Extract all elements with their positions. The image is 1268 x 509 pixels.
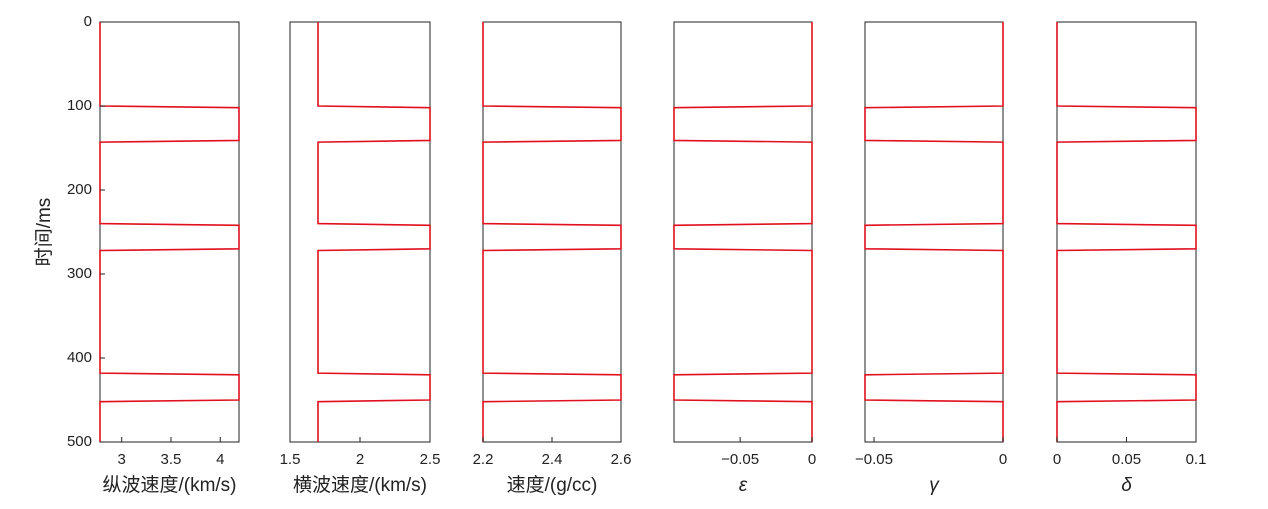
x-tick-label: 0.05 [1112, 451, 1141, 468]
y-tick-label: 100 [67, 97, 92, 114]
y-axis-label: 时间/ms [33, 198, 55, 267]
axes-box [673, 21, 813, 443]
x-tick-label: 3.5 [161, 451, 182, 468]
x-tick-label: 2.2 [473, 451, 494, 468]
y-tick-label: 300 [67, 265, 92, 282]
x-tick-label: 2.4 [542, 451, 563, 468]
x-tick-label: 3 [118, 451, 126, 468]
x-tick-label: 1.5 [280, 451, 301, 468]
y-tick-label: 200 [67, 181, 92, 198]
x-tick-label: 0 [1053, 451, 1061, 468]
x-axis-label: γ [929, 475, 940, 496]
profile-line [482, 22, 622, 442]
x-tick-label: 0.1 [1186, 451, 1207, 468]
profile-line [1056, 22, 1197, 442]
x-axis-label: 纵波速度/(km/s) [102, 474, 236, 496]
axes-box [1056, 21, 1197, 443]
axes-box [289, 21, 431, 443]
x-tick-label: 2.6 [611, 451, 632, 468]
x-tick-label: −0.05 [855, 451, 893, 468]
x-axis-label: ε [739, 475, 748, 496]
x-axis-label: 横波速度/(km/s) [293, 474, 427, 496]
axes-box [864, 21, 1004, 443]
x-tick-label: 2 [356, 451, 364, 468]
profile-line [99, 22, 240, 442]
axes-box [99, 21, 240, 443]
profile-line [317, 22, 431, 442]
x-tick-label: 2.5 [420, 451, 441, 468]
x-axis-label: 速度/(g/cc) [507, 474, 598, 496]
x-tick-label: 0 [808, 451, 816, 468]
profile-line [864, 22, 1004, 442]
axes-box [482, 21, 622, 443]
x-tick-label: 4 [216, 451, 224, 468]
y-tick-label: 0 [84, 13, 92, 30]
y-tick-label: 400 [67, 349, 92, 366]
x-tick-label: 0 [999, 451, 1007, 468]
x-axis-label: δ [1121, 475, 1132, 496]
profile-line [673, 22, 813, 442]
y-tick-label: 500 [67, 433, 92, 450]
x-tick-label: −0.05 [721, 451, 759, 468]
